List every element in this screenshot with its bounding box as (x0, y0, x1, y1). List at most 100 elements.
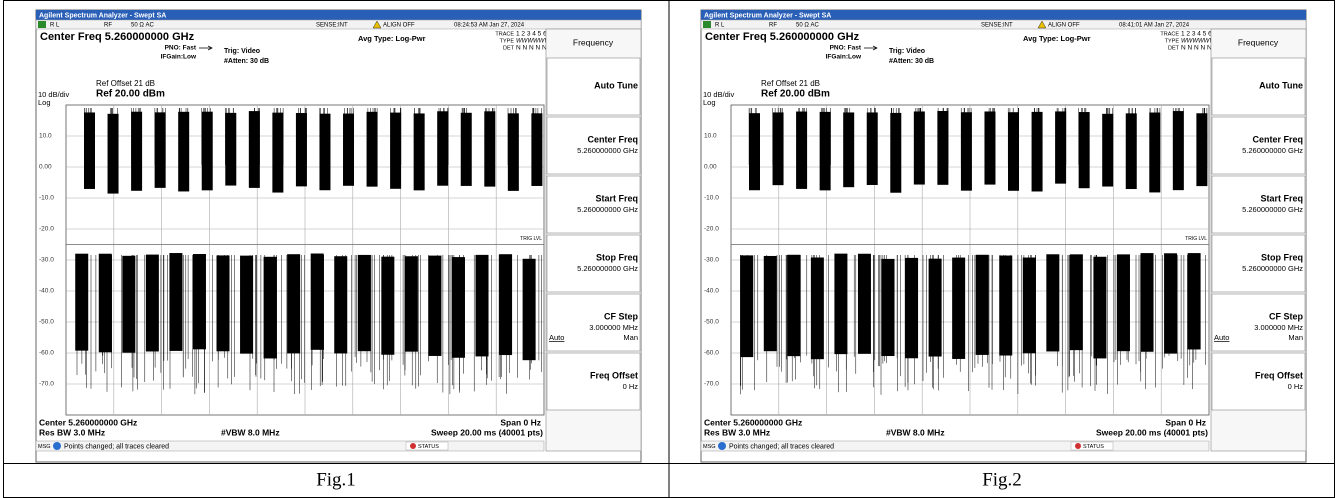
y-axis-label: -40.0 (39, 288, 54, 295)
lxi-icon (703, 21, 711, 28)
softkey-label: Center Freq (587, 134, 638, 144)
status-rf: RF (769, 23, 777, 29)
title-bar (36, 10, 641, 20)
softkey-value: 5.260000000 GHz (1242, 146, 1303, 155)
info-icon (53, 442, 61, 450)
trace-burst (484, 111, 496, 187)
log-label: Log (703, 98, 716, 107)
trace-burst (1008, 112, 1020, 191)
status-icon (410, 443, 416, 449)
softkey (1211, 293, 1306, 352)
trace-burst (122, 255, 136, 353)
trace-burst (960, 112, 972, 191)
menu-title: Frequency (1238, 37, 1279, 47)
trace-value: 1 2 3 4 5 6 (516, 31, 547, 38)
y-axis-label: -10.0 (39, 195, 54, 202)
softkey-option: Man (623, 333, 638, 342)
trace-burst (319, 113, 331, 191)
message-bar (35, 440, 545, 452)
ref-offset: Ref Offset 21 dB (96, 79, 155, 88)
status-imp: 50 Ω AC (131, 23, 154, 29)
atten: #Atten: 30 dB (889, 58, 934, 65)
softkey (546, 293, 641, 352)
footer-center: Center 5.260000000 GHz (704, 417, 802, 427)
y-axis-label: -70.0 (704, 381, 719, 388)
trig-arrow (864, 45, 878, 51)
trace-burst (1055, 111, 1067, 184)
trace-burst (763, 255, 777, 352)
ref-level: Ref 20.00 dBm (761, 89, 830, 100)
footer-sweep: Sweep 20.00 ms (40001 pts) (431, 427, 543, 437)
trace-burst (1069, 254, 1083, 351)
softkey (546, 116, 641, 175)
pno: PNO: Fast (165, 45, 197, 52)
softkey-value: 3.000000 MHz (589, 323, 638, 332)
det-value: N N N N N N (1181, 45, 1219, 52)
trace-burst (216, 255, 230, 352)
warning-icon (1037, 20, 1047, 29)
trace-burst (287, 254, 301, 354)
softkey-label: CF Step (1269, 311, 1304, 321)
menu-title: Frequency (573, 37, 614, 47)
trace-burst (531, 113, 543, 186)
message-text: Points changed; all traces cleared (64, 443, 169, 450)
message-text: Points changed; all traces cleared (729, 443, 834, 450)
lxi-icon (38, 21, 46, 28)
status-button (405, 441, 449, 451)
y-axis-label: -30.0 (704, 257, 719, 264)
trace-burst (975, 254, 989, 355)
trace-burst (437, 111, 449, 186)
trace-burst (881, 258, 895, 357)
softkey-value: 5.260000000 GHz (577, 146, 638, 155)
trace-burst (905, 257, 919, 359)
caption: Fig.2 (982, 469, 1022, 490)
y-axis-label: -70.0 (39, 381, 54, 388)
trig-level-label: TRIG LVL (520, 236, 542, 242)
softkey-label: CF Step (604, 311, 639, 321)
footer-vbw: #VBW 8.0 MHz (886, 427, 945, 437)
trace-burst (1196, 113, 1208, 187)
trace-burst (225, 112, 237, 186)
softkey (1211, 116, 1306, 175)
avg-type: Avg Type: Log-Pwr (1023, 34, 1091, 43)
warning-icon (372, 20, 382, 29)
status-button (1070, 441, 1114, 451)
trace-label: TRACE (1160, 31, 1179, 37)
trace-burst (749, 113, 760, 191)
softkey (1211, 175, 1306, 234)
trace-burst (295, 113, 307, 187)
softkey (1211, 234, 1306, 293)
det-label: DET (503, 45, 515, 51)
footer-rbw: Res BW 3.0 MHz (39, 427, 105, 437)
trace-burst (240, 255, 254, 354)
scale: 10 dB/div (703, 90, 735, 99)
trace-burst (1140, 253, 1154, 352)
status-sense: SENSE:INT (981, 23, 1013, 29)
title-bar (701, 10, 1306, 20)
y-axis-label: 10.0 (704, 133, 717, 140)
trace-burst (843, 112, 855, 188)
title-text: Agilent Spectrum Analyzer - Swept SA (704, 12, 831, 19)
trace-burst (84, 112, 95, 189)
trace-burst (890, 112, 902, 193)
softkey-value: 5.260000000 GHz (1242, 264, 1303, 273)
trace-burst (1046, 254, 1060, 352)
footer-sweep: Sweep 20.00 ms (40001 pts) (1096, 427, 1208, 437)
trace-burst (999, 255, 1013, 356)
msg-label: MSG (703, 444, 716, 450)
softkey (1211, 57, 1306, 116)
log-label: Log (38, 98, 51, 107)
status-icon (1075, 443, 1081, 449)
atten: #Atten: 30 dB (224, 58, 269, 65)
trace-burst (334, 256, 348, 354)
softkey (546, 57, 641, 116)
type-value: WWWWWW (516, 39, 551, 45)
softkey-label: Stop Freq (596, 252, 638, 262)
status-rl: R L (50, 23, 60, 29)
trace-burst (499, 254, 513, 356)
footer-span: Span 0 Hz (500, 417, 541, 427)
footer-rbw: Res BW 3.0 MHz (704, 427, 770, 437)
trig: Trig: Video (889, 48, 925, 55)
